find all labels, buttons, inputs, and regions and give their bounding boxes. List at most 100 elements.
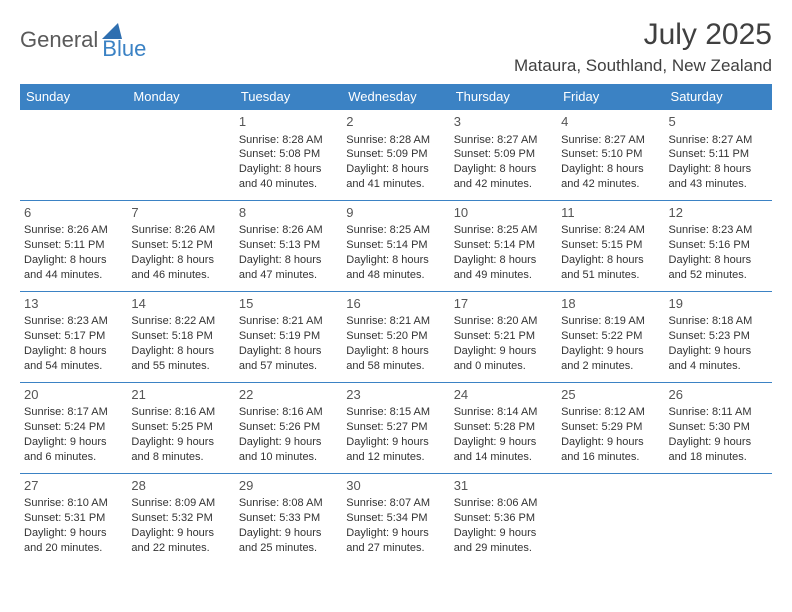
sunrise-text: Sunrise: 8:25 AM [454, 224, 538, 236]
sunset-text: Sunset: 5:12 PM [131, 239, 212, 251]
page-header: General Blue July 2025 Mataura, Southlan… [20, 18, 772, 76]
day-number: 4 [561, 113, 660, 131]
calendar-cell: 16Sunrise: 8:21 AMSunset: 5:20 PMDayligh… [342, 291, 449, 382]
day-number: 21 [131, 386, 230, 404]
sunrise-text: Sunrise: 8:26 AM [131, 224, 215, 236]
calendar-cell: 7Sunrise: 8:26 AMSunset: 5:12 PMDaylight… [127, 200, 234, 291]
daylight-text: Daylight: 9 hours and 27 minutes. [346, 527, 429, 554]
sunset-text: Sunset: 5:15 PM [561, 239, 642, 251]
sunset-text: Sunset: 5:36 PM [454, 512, 535, 524]
sunset-text: Sunset: 5:14 PM [454, 239, 535, 251]
sunset-text: Sunset: 5:11 PM [669, 148, 750, 160]
sunrise-text: Sunrise: 8:14 AM [454, 406, 538, 418]
sunrise-text: Sunrise: 8:23 AM [669, 224, 753, 236]
daylight-text: Daylight: 9 hours and 20 minutes. [24, 527, 107, 554]
day-number: 27 [24, 477, 123, 495]
calendar-table: Sunday Monday Tuesday Wednesday Thursday… [20, 84, 772, 564]
day-number: 7 [131, 204, 230, 222]
sunrise-text: Sunrise: 8:24 AM [561, 224, 645, 236]
sunrise-text: Sunrise: 8:27 AM [454, 134, 538, 146]
sunrise-text: Sunrise: 8:21 AM [346, 315, 430, 327]
calendar-row: 27Sunrise: 8:10 AMSunset: 5:31 PMDayligh… [20, 473, 772, 563]
daylight-text: Daylight: 9 hours and 16 minutes. [561, 436, 644, 463]
sunrise-text: Sunrise: 8:07 AM [346, 497, 430, 509]
sunrise-text: Sunrise: 8:21 AM [239, 315, 323, 327]
sunset-text: Sunset: 5:34 PM [346, 512, 427, 524]
sunrise-text: Sunrise: 8:17 AM [24, 406, 108, 418]
daylight-text: Daylight: 8 hours and 52 minutes. [669, 254, 752, 281]
calendar-cell: 31Sunrise: 8:06 AMSunset: 5:36 PMDayligh… [450, 473, 557, 563]
day-number: 14 [131, 295, 230, 313]
day-number: 25 [561, 386, 660, 404]
calendar-row: 6 Sunrise: 8:26 AM Sunset: 5:11 PM Daylight… [20, 200, 772, 291]
day-number: 11 [561, 204, 660, 222]
calendar-cell: 19Sunrise: 8:18 AMSunset: 5:23 PMDayligh… [665, 291, 772, 382]
sunset-text: Sunset: 5:08 PM [239, 148, 320, 160]
sunset-text: Sunset: 5:23 PM [669, 330, 750, 342]
calendar-cell: 18Sunrise: 8:19 AMSunset: 5:22 PMDayligh… [557, 291, 664, 382]
calendar-cell: 30Sunrise: 8:07 AMSunset: 5:34 PMDayligh… [342, 473, 449, 563]
header-friday: Friday [557, 84, 664, 110]
sunset-text: Sunset: 5:19 PM [239, 330, 320, 342]
sunset-text: Sunset: 5:14 PM [346, 239, 427, 251]
daylight-text: Daylight: 9 hours and 10 minutes. [239, 436, 322, 463]
calendar-cell: 15Sunrise: 8:21 AMSunset: 5:19 PMDayligh… [235, 291, 342, 382]
calendar-cell: . [127, 110, 234, 201]
day-number: 6 [24, 204, 123, 222]
sunset-text: Sunset: 5:09 PM [454, 148, 535, 160]
daylight-text: Daylight: 8 hours and 49 minutes. [454, 254, 537, 281]
day-number: 29 [239, 477, 338, 495]
day-number: 19 [669, 295, 768, 313]
sunset-text: Sunset: 5:24 PM [24, 421, 105, 433]
sunrise-text: Sunrise: 8:23 AM [24, 315, 108, 327]
day-number: 24 [454, 386, 553, 404]
header-tuesday: Tuesday [235, 84, 342, 110]
title-block: July 2025 Mataura, Southland, New Zealan… [514, 18, 772, 76]
daylight-text: Daylight: 8 hours and 48 minutes. [346, 254, 429, 281]
sunset-text: Sunset: 5:21 PM [454, 330, 535, 342]
sunrise-text: Sunrise: 8:19 AM [561, 315, 645, 327]
daylight-text: Daylight: 8 hours and 51 minutes. [561, 254, 644, 281]
sunrise-text: Sunrise: 8:16 AM [239, 406, 323, 418]
calendar-cell: . [20, 110, 127, 201]
calendar-cell: 21Sunrise: 8:16 AMSunset: 5:25 PMDayligh… [127, 382, 234, 473]
header-saturday: Saturday [665, 84, 772, 110]
sunrise-text: Sunrise: 8:16 AM [131, 406, 215, 418]
sunset-text: Sunset: 5:13 PM [239, 239, 320, 251]
daylight-text: Daylight: 8 hours and 47 minutes. [239, 254, 322, 281]
calendar-row: 20 Sunrise: 8:17 AM Sunset: 5:24 PM Dayligh… [20, 382, 772, 473]
sunrise-text: Sunrise: 8:11 AM [669, 406, 752, 418]
day-number: 23 [346, 386, 445, 404]
sunset-text: Sunset: 5:25 PM [131, 421, 212, 433]
brand-part2: Blue [102, 36, 146, 62]
calendar-cell: 17Sunrise: 8:20 AMSunset: 5:21 PMDayligh… [450, 291, 557, 382]
sunset-text: Sunset: 5:18 PM [131, 330, 212, 342]
daylight-text: Daylight: 9 hours and 29 minutes. [454, 527, 537, 554]
daylight-text: Daylight: 9 hours and 6 minutes. [24, 436, 107, 463]
sunrise-text: Sunrise: 8:28 AM [239, 134, 323, 146]
calendar-cell: 25Sunrise: 8:12 AMSunset: 5:29 PMDayligh… [557, 382, 664, 473]
day-number: 20 [24, 386, 123, 404]
sunrise-text: Sunrise: 8:06 AM [454, 497, 538, 509]
day-number: 9 [346, 204, 445, 222]
calendar-cell: . [665, 473, 772, 563]
calendar-row: ..1Sunrise: 8:28 AMSunset: 5:08 PMDaylig… [20, 110, 772, 201]
daylight-text: Daylight: 9 hours and 25 minutes. [239, 527, 322, 554]
sunset-text: Sunset: 5:11 PM [24, 239, 105, 251]
calendar-cell: 26Sunrise: 8:11 AMSunset: 5:30 PMDayligh… [665, 382, 772, 473]
sunrise-text: Sunrise: 8:26 AM [239, 224, 323, 236]
sunrise-text: Sunrise: 8:22 AM [131, 315, 215, 327]
sunrise-text: Sunrise: 8:26 AM [24, 224, 108, 236]
calendar-cell: 27Sunrise: 8:10 AMSunset: 5:31 PMDayligh… [20, 473, 127, 563]
calendar-cell: 22Sunrise: 8:16 AMSunset: 5:26 PMDayligh… [235, 382, 342, 473]
calendar-cell: 10Sunrise: 8:25 AMSunset: 5:14 PMDayligh… [450, 200, 557, 291]
sunset-text: Sunset: 5:33 PM [239, 512, 320, 524]
sunrise-text: Sunrise: 8:10 AM [24, 497, 108, 509]
day-number: 3 [454, 113, 553, 131]
daylight-text: Daylight: 8 hours and 57 minutes. [239, 345, 322, 372]
calendar-cell: 23Sunrise: 8:15 AMSunset: 5:27 PMDayligh… [342, 382, 449, 473]
sunset-text: Sunset: 5:30 PM [669, 421, 750, 433]
day-number: 17 [454, 295, 553, 313]
daylight-text: Daylight: 9 hours and 14 minutes. [454, 436, 537, 463]
day-number: 13 [24, 295, 123, 313]
